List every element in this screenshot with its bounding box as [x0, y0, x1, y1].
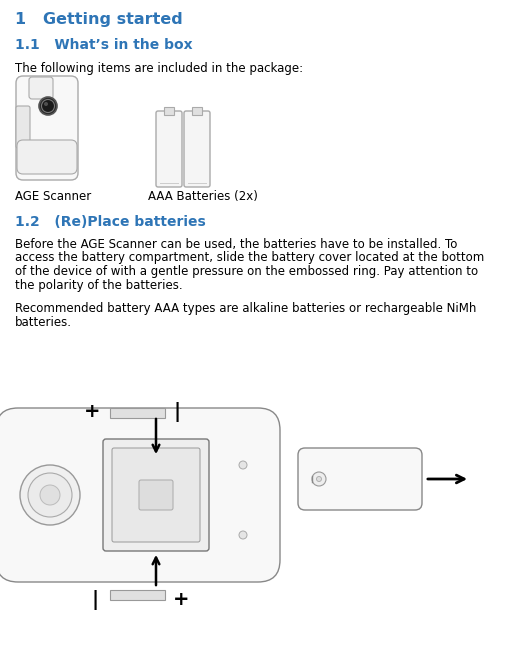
Text: |: |: [173, 402, 180, 422]
Bar: [110, 408, 165, 418]
Circle shape: [20, 465, 80, 525]
Text: |: |: [92, 590, 99, 610]
FancyBboxPatch shape: [17, 140, 77, 174]
Circle shape: [28, 473, 72, 517]
FancyBboxPatch shape: [184, 111, 210, 187]
FancyBboxPatch shape: [0, 408, 280, 582]
Text: 1.2   (Re)Place batteries: 1.2 (Re)Place batteries: [15, 215, 206, 229]
FancyBboxPatch shape: [16, 76, 78, 180]
Text: AAA Batteries (2x): AAA Batteries (2x): [148, 190, 258, 203]
Text: 1   Getting started: 1 Getting started: [15, 12, 183, 27]
Circle shape: [44, 102, 48, 106]
Text: batteries.: batteries.: [15, 316, 72, 329]
FancyBboxPatch shape: [112, 448, 200, 542]
FancyBboxPatch shape: [298, 448, 422, 510]
Text: +: +: [173, 590, 189, 609]
Circle shape: [239, 531, 247, 539]
Text: of the device of with a gentle pressure on the embossed ring. Pay attention to: of the device of with a gentle pressure …: [15, 265, 478, 278]
Bar: [110, 590, 165, 600]
Circle shape: [239, 461, 247, 469]
FancyBboxPatch shape: [139, 480, 173, 510]
Text: access the battery compartment, slide the battery cover located at the bottom: access the battery compartment, slide th…: [15, 252, 484, 265]
Text: +: +: [84, 402, 101, 421]
Text: Before the AGE Scanner can be used, the batteries have to be installed. To: Before the AGE Scanner can be used, the …: [15, 238, 458, 251]
FancyBboxPatch shape: [103, 439, 209, 551]
Circle shape: [40, 485, 60, 505]
FancyBboxPatch shape: [156, 111, 182, 187]
Text: The following items are included in the package:: The following items are included in the …: [15, 62, 303, 75]
Circle shape: [317, 477, 321, 481]
Text: 1.1   What’s in the box: 1.1 What’s in the box: [15, 38, 193, 52]
Circle shape: [39, 97, 57, 115]
Text: the polarity of the batteries.: the polarity of the batteries.: [15, 278, 182, 291]
Text: Recommended battery AAA types are alkaline batteries or rechargeable NiMh: Recommended battery AAA types are alkali…: [15, 302, 476, 315]
Circle shape: [41, 100, 54, 113]
Bar: [164, 107, 174, 115]
Bar: [192, 107, 202, 115]
FancyBboxPatch shape: [29, 77, 53, 99]
Circle shape: [312, 472, 326, 486]
FancyBboxPatch shape: [16, 106, 30, 148]
Text: AGE Scanner: AGE Scanner: [15, 190, 92, 203]
